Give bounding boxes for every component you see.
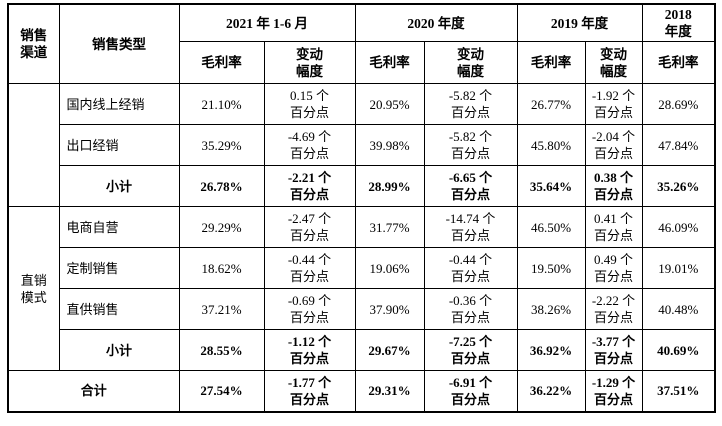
- channel-cell-blank: [7, 83, 60, 207]
- margin-cell: 28.55%: [178, 329, 265, 371]
- total-label: 合计: [7, 370, 180, 412]
- margin-cell: 40.48%: [641, 288, 716, 330]
- channel-cell-direct-sales: 直销 模式: [7, 206, 60, 371]
- margin-cell: 29.67%: [354, 329, 425, 371]
- change-cell: -2.04 个 百分点: [584, 124, 643, 166]
- margin-cell: 45.80%: [516, 124, 586, 166]
- margin-cell: 37.90%: [354, 288, 425, 330]
- table-row-subtotal-2: 小计 28.55% -1.12 个 百分点 29.67% -7.25 个 百分点…: [8, 329, 716, 371]
- gross-margin-table: 销售 渠道 销售类型 2021 年 1-6 月 2020 年度 2019 年度 …: [7, 3, 716, 413]
- table-row-total: 合计 27.54% -1.77 个 百分点 29.31% -6.91 个 百分点…: [7, 370, 716, 412]
- header-margin-2018: 毛利率: [641, 41, 716, 84]
- margin-cell: 35.26%: [641, 165, 716, 207]
- margin-cell: 26.77%: [516, 83, 586, 125]
- margin-cell: 37.21%: [178, 288, 265, 330]
- row-label: 出口经销: [58, 124, 180, 166]
- header-change-2020: 变动 幅度: [423, 41, 518, 84]
- row-label: 定制销售: [58, 247, 180, 289]
- header-row-periods: 销售 渠道 销售类型 2021 年 1-6 月 2020 年度 2019 年度 …: [7, 3, 716, 84]
- margin-cell: 20.95%: [354, 83, 425, 125]
- margin-cell: 26.78%: [178, 165, 265, 207]
- margin-cell: 28.99%: [354, 165, 425, 207]
- header-margin-2019: 毛利率: [516, 41, 586, 84]
- margin-cell: 19.50%: [516, 247, 586, 289]
- subtotal-label: 小计: [58, 165, 180, 207]
- header-period-2021h1: 2021 年 1-6 月: [178, 3, 356, 42]
- change-cell: -1.92 个 百分点: [584, 83, 643, 125]
- margin-cell: 28.69%: [641, 83, 716, 125]
- change-cell: 0.38 个 百分点: [584, 165, 643, 207]
- margin-cell: 29.29%: [178, 206, 265, 248]
- margin-cell: 46.50%: [516, 206, 586, 248]
- change-cell: -0.36 个 百分点: [423, 288, 518, 330]
- change-cell: -1.29 个 百分点: [584, 370, 643, 412]
- subtotal-label: 小计: [58, 329, 180, 371]
- row-label: 直供销售: [58, 288, 180, 330]
- change-cell: 0.41 个 百分点: [584, 206, 643, 248]
- margin-cell: 29.31%: [354, 370, 425, 412]
- margin-cell: 46.09%: [641, 206, 716, 248]
- header-margin-2021h1: 毛利率: [178, 41, 265, 84]
- header-period-2020: 2020 年度: [354, 3, 518, 42]
- change-cell: -7.25 个 百分点: [423, 329, 518, 371]
- table-row-ecommerce-self-operated: 直销 模式 电商自营 29.29% -2.47 个 百分点 31.77% -14…: [7, 206, 716, 371]
- header-period-2018: 2018 年度: [641, 3, 716, 42]
- table-row-direct-supply-sales: 直供销售 37.21% -0.69 个 百分点 37.90% -0.36 个 百…: [8, 288, 716, 330]
- header-margin-2020: 毛利率: [354, 41, 425, 84]
- margin-cell: 38.26%: [516, 288, 586, 330]
- header-row-metrics: 毛利率 变动 幅度 毛利率 变动 幅度 毛利率 变动 幅度 毛利率: [8, 41, 716, 84]
- change-cell: -6.91 个 百分点: [423, 370, 518, 412]
- margin-cell: 40.69%: [641, 329, 716, 371]
- table-row-domestic-online: 国内线上经销 21.10% 0.15 个 百分点 20.95% -5.82 个 …: [7, 83, 716, 207]
- table-row-customized-sales: 定制销售 18.62% -0.44 个 百分点 19.06% -0.44 个 百…: [8, 247, 716, 289]
- margin-cell: 39.98%: [354, 124, 425, 166]
- margin-cell: 27.54%: [178, 370, 265, 412]
- margin-cell: 19.06%: [354, 247, 425, 289]
- margin-cell: 18.62%: [178, 247, 265, 289]
- margin-cell: 35.29%: [178, 124, 265, 166]
- row-label: 国内线上经销: [58, 83, 180, 125]
- change-cell: -0.69 个 百分点: [263, 288, 356, 330]
- row-label: 电商自营: [58, 206, 180, 248]
- change-cell: -3.77 个 百分点: [584, 329, 643, 371]
- change-cell: -5.82 个 百分点: [423, 83, 518, 125]
- change-cell: -2.22 个 百分点: [584, 288, 643, 330]
- change-cell: -0.44 个 百分点: [423, 247, 518, 289]
- header-sales-channel: 销售 渠道: [7, 3, 60, 84]
- change-cell: -0.44 个 百分点: [263, 247, 356, 289]
- change-cell: -14.74 个 百分点: [423, 206, 518, 248]
- margin-cell: 35.64%: [516, 165, 586, 207]
- margin-cell: 31.77%: [354, 206, 425, 248]
- header-change-2021h1: 变动 幅度: [263, 41, 356, 84]
- margin-cell: 21.10%: [178, 83, 265, 125]
- margin-cell: 37.51%: [641, 370, 716, 412]
- margin-cell: 36.22%: [516, 370, 586, 412]
- change-cell: -2.21 个 百分点: [263, 165, 356, 207]
- change-cell: 0.15 个 百分点: [263, 83, 356, 125]
- header-sales-type: 销售类型: [58, 3, 180, 84]
- change-cell: -5.82 个 百分点: [423, 124, 518, 166]
- table-row-export-distribution: 出口经销 35.29% -4.69 个 百分点 39.98% -5.82 个 百…: [8, 124, 716, 166]
- header-period-2019: 2019 年度: [516, 3, 643, 42]
- margin-cell: 36.92%: [516, 329, 586, 371]
- change-cell: -2.47 个 百分点: [263, 206, 356, 248]
- change-cell: -1.12 个 百分点: [263, 329, 356, 371]
- change-cell: -4.69 个 百分点: [263, 124, 356, 166]
- change-cell: -1.77 个 百分点: [263, 370, 356, 412]
- gross-margin-table-container: 销售 渠道 销售类型 2021 年 1-6 月 2020 年度 2019 年度 …: [7, 3, 716, 413]
- change-cell: -6.65 个 百分点: [423, 165, 518, 207]
- margin-cell: 47.84%: [641, 124, 716, 166]
- header-change-2019: 变动 幅度: [584, 41, 643, 84]
- margin-cell: 19.01%: [641, 247, 716, 289]
- table-row-subtotal-1: 小计 26.78% -2.21 个 百分点 28.99% -6.65 个 百分点…: [8, 165, 716, 207]
- change-cell: 0.49 个 百分点: [584, 247, 643, 289]
